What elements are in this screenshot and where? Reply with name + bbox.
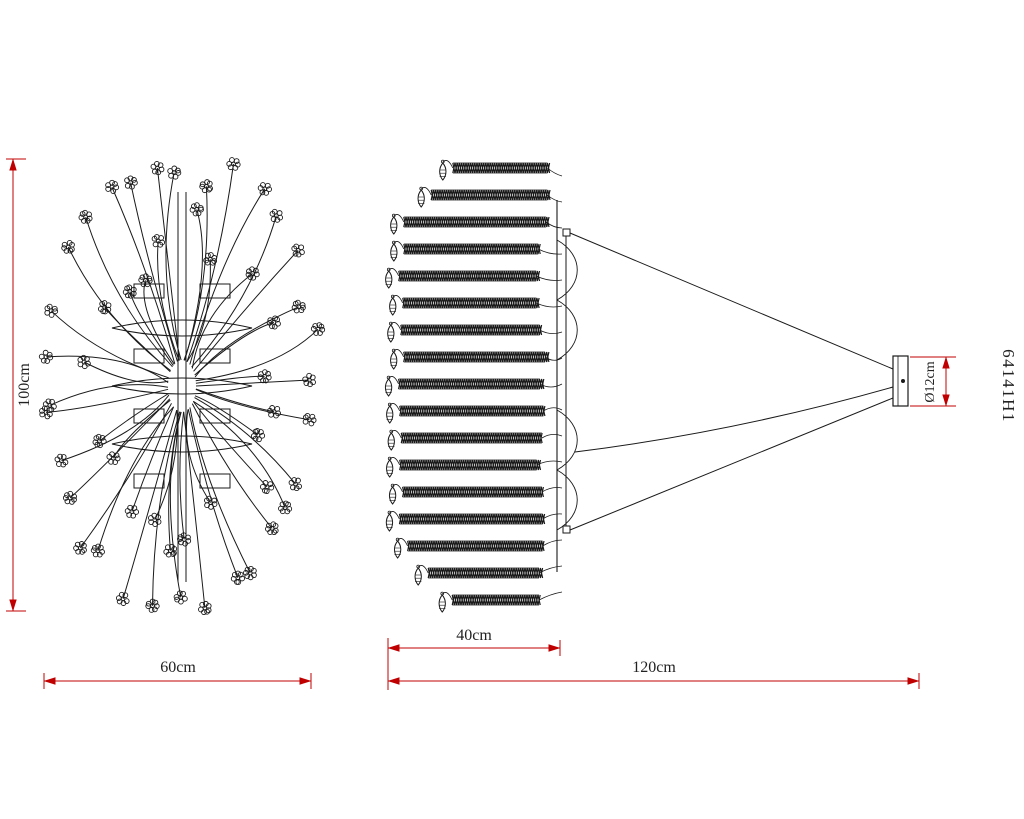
chandelier-side-view (384, 159, 909, 613)
dim-total-label: 120cm (632, 659, 676, 676)
dim-height-label: 100cm (16, 363, 33, 407)
model-number: 64141H1 (999, 349, 1018, 423)
dim-canopy-label: Ø12cm (923, 361, 938, 402)
dim-body-label: 40cm (456, 627, 492, 644)
dimension-labels: 100cm 60cm 40cm 120cm Ø12cm 64141H1 (16, 349, 1018, 676)
dimension-lines (6, 158, 956, 690)
dim-width-label: 60cm (160, 659, 196, 676)
chandelier-top-view (38, 157, 326, 616)
